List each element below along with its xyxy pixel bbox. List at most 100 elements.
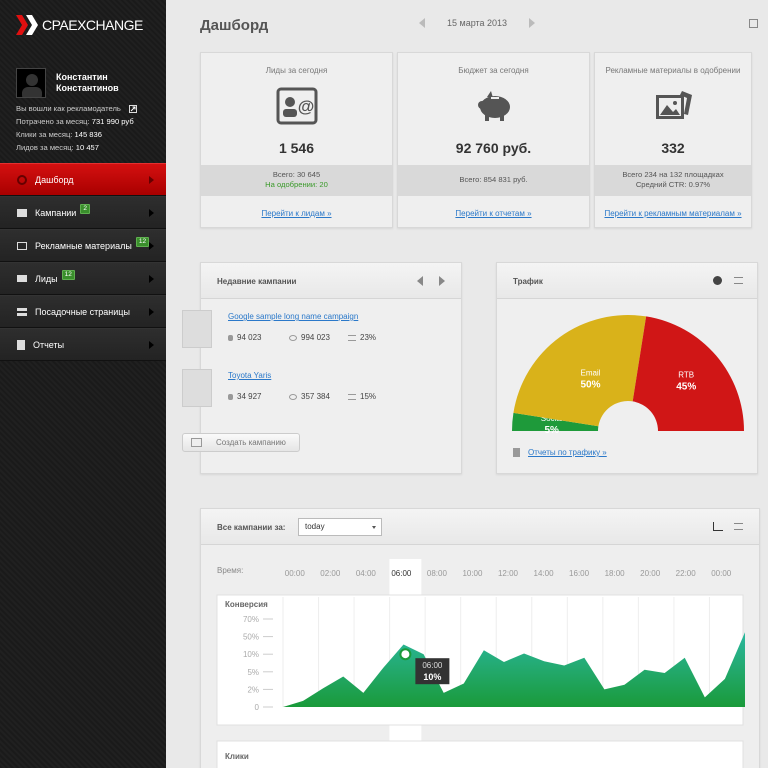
campaigns-icon [17, 208, 27, 217]
page-title: Дашборд [200, 17, 269, 34]
time-tick-label: 00:00 [285, 569, 306, 578]
go-to-ad-materials-link[interactable]: Перейти к рекламным материалам » [604, 209, 742, 218]
clicks-plot-card [216, 740, 744, 768]
prev-date-arrow-icon[interactable] [419, 18, 425, 28]
time-tick-label: 08:00 [427, 569, 448, 578]
tooltip-value: 10% [423, 672, 441, 682]
campaign-conversion-value: 15% [360, 392, 377, 401]
report-icon [513, 447, 520, 457]
sidebar-item-campaigns[interactable]: Кампании 2 [0, 196, 166, 229]
kpi-detail-pending: На одобрении: 20 [265, 180, 328, 189]
logo-text: CPAEXCHANGE [42, 17, 143, 33]
timeline-filter-label: Все кампании за: [217, 523, 286, 532]
prev-campaign-arrow-icon[interactable] [417, 276, 423, 286]
period-select[interactable]: today [298, 518, 382, 536]
time-tick-label: 12:00 [498, 569, 519, 578]
current-date: 15 марта 2013 [447, 18, 508, 28]
selected-data-point [399, 648, 412, 661]
conversion-arrows-icon [348, 393, 356, 400]
campaign-link[interactable]: Google sample long name campaign [228, 312, 359, 321]
data-tooltip [415, 658, 450, 685]
y-tick-label: 50% [243, 633, 259, 642]
campaign-thumbnail-icon[interactable] [182, 369, 212, 407]
clicks-value: 145 836 [74, 130, 102, 139]
time-tick-label: 06:00 [391, 569, 412, 578]
sidebar-item-leads[interactable]: Лиды 12 [0, 262, 166, 295]
main-content: Дашборд 15 марта 2013 Лиды за сегодня @ … [166, 0, 768, 768]
y-tick-label: 70% [243, 615, 259, 624]
dashboard-icon [17, 174, 27, 185]
go-to-reports-link[interactable]: Перейти к отчетам » [455, 209, 532, 218]
time-row-label: Время: [217, 566, 243, 575]
avatar[interactable] [16, 68, 46, 98]
campaign-link[interactable]: Toyota Yaris [228, 371, 272, 380]
kpi-title: Бюджет за сегодня [458, 66, 529, 75]
tooltip-time: 06:00 [422, 661, 443, 670]
account-stats: Вы вошли как рекламодатель Потрачено за … [16, 102, 164, 154]
chevron-right-icon [149, 209, 154, 217]
user-name[interactable]: Константин Константинов [16, 68, 161, 94]
time-tick-label: 02:00 [320, 569, 341, 578]
sidebar-item-landing-pages[interactable]: Посадочные страницы [0, 295, 166, 328]
svg-text:@: @ [297, 97, 314, 116]
campaign-thumbnail-icon[interactable] [182, 310, 212, 348]
count-badge: 12 [135, 236, 150, 247]
clicks-label: Клики за месяц: [16, 130, 73, 139]
time-tick-label: 22:00 [676, 569, 697, 578]
logout-icon[interactable] [128, 105, 137, 113]
spent-label: Потрачено за месяц: [16, 117, 90, 126]
time-tick-label: 00:00 [711, 569, 732, 578]
spent-value: 731 990 руб [91, 117, 134, 126]
sidebar-item-label: Кампании [35, 207, 77, 218]
line-chart-toggle-icon[interactable] [713, 522, 723, 531]
count-badge: 12 [61, 269, 75, 280]
gauge-segment-value: 5% [544, 425, 559, 436]
kpi-details: Всего: 30 645 На одобрении: 20 [201, 165, 392, 196]
time-tick-label: 14:00 [534, 569, 555, 578]
chevron-right-icon [149, 275, 154, 283]
create-campaign-label: Создать кампанию [216, 438, 286, 447]
kpi-value: 332 [661, 140, 685, 156]
logo[interactable]: CPAEXCHANGE [16, 14, 143, 36]
time-tick-label: 16:00 [569, 569, 590, 578]
avatar-silhouette-icon [22, 74, 42, 97]
y-tick-label: 0 [255, 703, 260, 712]
user-block: Константин Константинов [16, 68, 161, 98]
sidebar-item-ad-materials[interactable]: Рекламные материалы 12 [0, 229, 166, 262]
campaign-conversion: 23% [348, 333, 376, 342]
sidebar-item-label: Рекламные материалы [35, 240, 132, 251]
kpi-detail-total: Всего: 854 831 руб. [459, 175, 528, 184]
contact-icon: @ [276, 87, 317, 125]
calendar-icon[interactable] [749, 19, 758, 28]
ad-materials-icon [17, 241, 27, 250]
sidebar-item-dashboard[interactable]: Дашборд [0, 163, 166, 196]
conversion-label: Конверсия [225, 600, 268, 609]
sidebar-item-reports[interactable]: Отчеты [0, 328, 166, 361]
gauge-segment-social [512, 412, 599, 431]
next-campaign-arrow-icon[interactable] [439, 276, 445, 286]
sidebar-item-label: Лиды [35, 273, 58, 284]
chevron-right-icon [149, 242, 154, 250]
go-to-leads-link[interactable]: Перейти к лидам » [261, 209, 332, 218]
panel-header: Недавние кампании [201, 263, 461, 299]
create-campaign-button[interactable]: Создать кампанию [182, 433, 300, 452]
panel-header: Трафик [497, 263, 757, 299]
conversion-chart: Время: 00:00 02:00 04:00 06:00 08:00 10:00 12:0… [216, 559, 746, 768]
kpi-detail-ctr: Средний CTR: 0.97% [635, 180, 711, 189]
list-view-icon[interactable] [734, 277, 743, 284]
sidebar: CPAEXCHANGE Константин Константинов Вы в… [0, 0, 166, 768]
kpi-detail-total: Всего: 30 645 [272, 170, 321, 179]
landing-pages-icon [17, 307, 27, 316]
date-navigator: 15 марта 2013 [419, 18, 536, 28]
next-date-arrow-icon[interactable] [529, 18, 536, 28]
pie-chart-toggle-icon[interactable] [713, 276, 722, 285]
panel-header: Все кампании за: today [201, 509, 759, 545]
count-badge: 2 [80, 203, 90, 214]
kpi-card-leads: Лиды за сегодня @ 1 546 Всего: 30 645 На… [200, 52, 393, 228]
kpi-title: Лиды за сегодня [265, 66, 328, 75]
list-view-icon[interactable] [734, 523, 743, 530]
traffic-report-link[interactable]: Отчеты по трафику » [528, 448, 607, 457]
reports-icon [17, 339, 25, 350]
y-tick-label: 10% [243, 650, 259, 659]
chevron-right-icon [149, 176, 154, 184]
